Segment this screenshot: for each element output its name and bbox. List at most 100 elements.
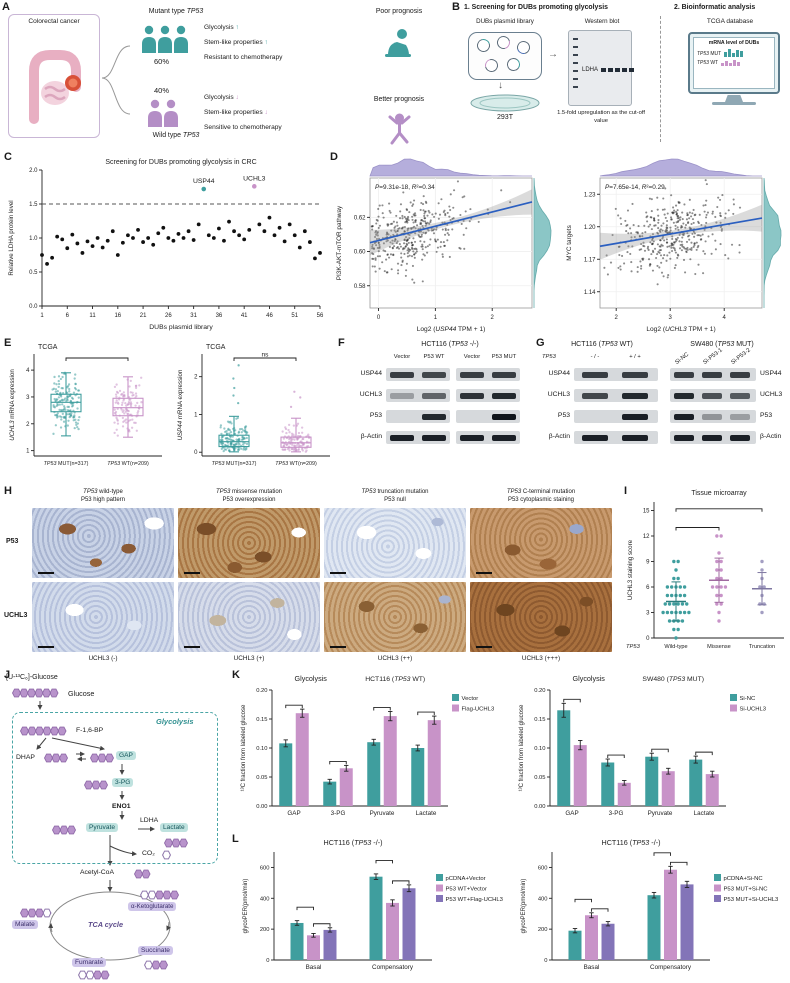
co2-label: CO₂ <box>142 850 155 857</box>
svg-text:3-PG: 3-PG <box>331 810 346 817</box>
sad-person-icon <box>385 29 411 57</box>
right-arrow-icon: → <box>548 49 558 60</box>
svg-text:Glycolysis: Glycolysis <box>573 674 606 683</box>
gap-hexagons <box>90 753 114 763</box>
band <box>674 434 694 441</box>
svg-text:1: 1 <box>434 315 438 321</box>
wt-bars <box>721 60 741 66</box>
panel-label-c: C <box>4 151 12 163</box>
svg-text:1.14: 1.14 <box>584 290 596 296</box>
svg-text:TP53: TP53 <box>626 644 641 650</box>
svg-text:Screening for DUBs promoting g: Screening for DUBs promoting glycolysis … <box>105 159 256 166</box>
svg-text:P53 WT+Flag-UCHL3: P53 WT+Flag-UCHL3 <box>446 897 504 903</box>
acetylcoa-label: Acetyl-CoA <box>80 869 114 876</box>
svg-text:pCDNA+Vector: pCDNA+Vector <box>446 876 486 882</box>
svg-text:TP53 WT(n=209): TP53 WT(n=209) <box>107 461 149 467</box>
band <box>582 371 608 378</box>
sw480-western-blot: SW480 (TP53 MUT) Si-NC Si-P53-1 Si-P53-2 USP… <box>666 338 790 484</box>
lactate-chip: Lactate <box>160 823 188 832</box>
hexagon-icon <box>42 908 52 918</box>
svg-text:SW480 (TP53 MUT): SW480 (TP53 MUT) <box>642 676 704 683</box>
svg-text:Truncation: Truncation <box>749 644 775 650</box>
strip <box>456 431 520 444</box>
panel-j: J [U-¹³C₆]-Glucose Glucose <box>4 669 232 981</box>
dhap-label: DHAP <box>16 754 35 761</box>
panel-d: D P=9.31e-18, R²=0.34 0 1 2 0.58 0.60 0.62 Log2… <box>330 151 790 336</box>
svg-text:0.62: 0.62 <box>354 215 366 221</box>
hexagon-icon <box>162 850 171 860</box>
svg-text:Compensatory: Compensatory <box>650 964 692 971</box>
ihc-image-uchl3-plus <box>178 582 320 652</box>
co2-hexagon <box>162 850 171 860</box>
svg-text:0.10: 0.10 <box>256 746 267 752</box>
svg-text:0.10: 0.10 <box>534 746 545 752</box>
svg-text:Lactate: Lactate <box>694 810 715 817</box>
hexagon-icon <box>141 869 151 879</box>
band <box>390 392 414 399</box>
colorectal-cancer-box: Colorectal cancer <box>8 14 100 138</box>
row-label: β-Actin <box>548 433 570 440</box>
band <box>674 413 694 420</box>
hexagon-icon <box>171 838 181 848</box>
svg-text:36: 36 <box>216 313 223 319</box>
glycoper-bar-wt: 0 200 400 600 glycoPER(pmol/min) Basal Compens… <box>243 838 504 971</box>
svg-text:15: 15 <box>643 509 650 515</box>
eno1-label: ENO1 <box>112 803 131 810</box>
panel-label-b: B <box>452 1 460 13</box>
effect-text: Sensitive to chemotherapy <box>204 124 282 131</box>
svg-text:3-PG: 3-PG <box>609 810 624 817</box>
hexagon-icon <box>179 838 188 848</box>
svg-text:2: 2 <box>26 422 30 428</box>
svg-text:Flag-UCHL3: Flag-UCHL3 <box>462 707 495 713</box>
band <box>702 413 722 420</box>
row-label: UCHL3 <box>547 391 570 398</box>
svg-text:Glycolysis: Glycolysis <box>295 674 328 683</box>
scale-bar <box>184 572 200 574</box>
band <box>674 371 694 378</box>
usp44-expression-boxplot: 0 1 2 TCGA USP44 mRNA expression TP53 MUT(n=3… <box>177 344 330 467</box>
svg-text:0.0: 0.0 <box>29 304 38 310</box>
malate-hexagons <box>20 908 52 918</box>
glucose-label: Glucose <box>68 689 95 698</box>
down-arrow-icon: ↓ <box>235 94 239 101</box>
svg-text:UCHL3: UCHL3 <box>243 175 266 182</box>
tca-cycle-label: TCA cycle <box>88 920 124 929</box>
svg-text:HCT116 (TP53 -/-): HCT116 (TP53 -/-) <box>324 838 383 847</box>
svg-text:12: 12 <box>643 534 650 540</box>
panel-k: K 0.00 0.05 0.10 0.15 0.20 ¹³C fraction from … <box>232 669 790 832</box>
lane-label: P53 WT <box>423 354 445 360</box>
strip <box>574 368 658 381</box>
hexagon-icon <box>85 970 95 980</box>
panel-label-d: D <box>330 151 338 163</box>
band <box>730 392 750 399</box>
panel-b: B 1. Screening for DUBs promoting glycol… <box>452 1 790 150</box>
svg-text:USP44: USP44 <box>193 178 215 185</box>
svg-text:0.20: 0.20 <box>534 688 545 694</box>
svg-text:Relative LDHA protein level: Relative LDHA protein level <box>8 200 15 275</box>
svg-text:Pyruvate: Pyruvate <box>370 810 395 817</box>
scale-bar <box>184 646 200 648</box>
ihc-image-p53-cterminal <box>470 508 612 578</box>
branch-bracket <box>101 45 131 115</box>
svg-text:6: 6 <box>646 585 650 591</box>
svg-text:31: 31 <box>190 313 197 319</box>
hct116-ko-western-blot: HCT116 (TP53 -/-) Vector P53 WT Vector P53 M… <box>338 338 534 484</box>
col-title-line1: TP53 truncation mutation <box>361 489 429 495</box>
svg-text:1.17: 1.17 <box>584 257 596 263</box>
strip <box>386 431 450 444</box>
band <box>622 413 648 420</box>
row-label: UCHL3 <box>760 391 783 398</box>
row-label: P53 <box>760 412 773 419</box>
ihc-image-p53-truncation <box>324 508 466 578</box>
glucose-hexagons <box>12 688 59 698</box>
blot-title: HCT116 (TP53 WT) <box>571 341 633 348</box>
hexagon-icon <box>59 825 69 835</box>
wild-title: Wild type TP53 <box>152 132 200 139</box>
band <box>702 392 722 399</box>
uchl3-correlation-scatter: P=7.65e-14, R²=0.29 2 3 4 1.14 1.17 1.20 1.23 Lo… <box>566 158 782 333</box>
step2-title: 2. Bioinformatic analysis <box>674 4 756 11</box>
svg-text:600: 600 <box>538 865 548 871</box>
hexagon-icon <box>49 688 59 698</box>
band <box>582 434 608 441</box>
panel-c: C 0.0 0.5 1.0 1.5 2.0 1 6 11 16 21 26 31 36 41 46 51 56 S… <box>4 151 330 336</box>
